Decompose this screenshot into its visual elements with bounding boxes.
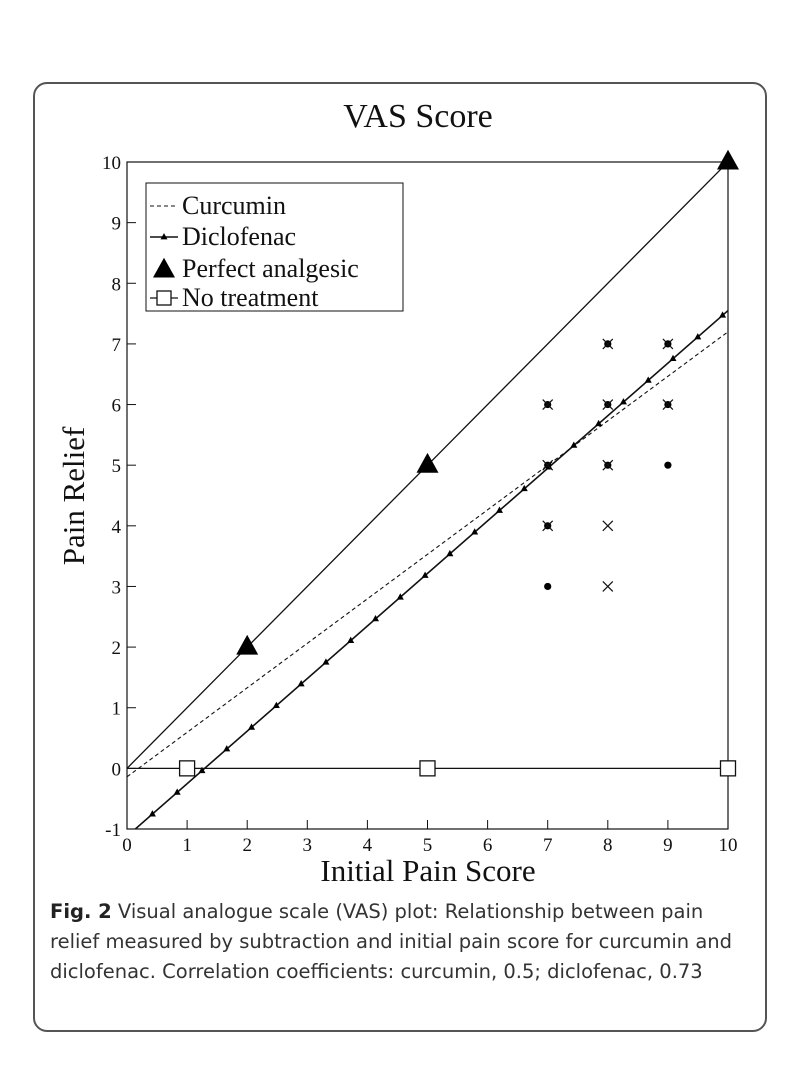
y-tick-label: 1	[112, 699, 122, 720]
diclofenac-marker	[347, 636, 355, 643]
data-point-dot	[664, 461, 672, 469]
x-tick-label: 9	[663, 835, 673, 856]
y-tick-label: 5	[112, 456, 122, 477]
no-treatment-marker	[178, 760, 196, 777]
legend-label: Curcumin	[182, 191, 286, 220]
diclofenac-marker	[148, 810, 156, 817]
data-point-cross	[602, 581, 614, 592]
data-point-cross	[602, 520, 614, 532]
legend-marker-no-treatment	[156, 290, 172, 306]
data-point-cross	[542, 399, 554, 410]
diclofenac-marker	[570, 441, 578, 448]
x-tick-label: 0	[122, 835, 132, 856]
diclofenac-marker	[446, 549, 454, 557]
legend-label: Perfect analgesic	[182, 254, 359, 283]
data-point-cross	[542, 520, 554, 532]
chart-title: VAS Score	[343, 98, 493, 135]
diclofenac-marker	[372, 614, 380, 622]
series-layer	[127, 149, 739, 829]
diclofenac-marker	[644, 376, 652, 383]
caption-text: Visual analogue scale (VAS) plot: Relati…	[50, 900, 733, 983]
y-tick-label: 0	[112, 759, 122, 780]
x-tick-label: 5	[423, 835, 433, 856]
x-tick-label: 10	[719, 835, 738, 856]
no-treatment-marker	[419, 760, 436, 777]
diclofenac-marker	[694, 333, 702, 340]
y-tick-label: 2	[112, 638, 122, 659]
diclofenac-marker	[223, 745, 231, 752]
diclofenac-marker	[669, 354, 677, 362]
data-point-cross	[662, 338, 674, 350]
legend-marker-perfect-analgesic	[153, 257, 175, 278]
scatter-layer	[542, 338, 674, 592]
x-tick-label: 4	[363, 835, 373, 856]
diclofenac-marker	[595, 419, 603, 427]
data-point-cross	[542, 459, 554, 471]
y-axis-label: Pain Relief	[56, 426, 91, 565]
diclofenac-marker	[619, 398, 627, 405]
legend-box	[145, 182, 404, 312]
figure-caption: Fig. 2 Visual analogue scale (VAS) plot:…	[50, 897, 750, 987]
perfect-analgesic-marker	[717, 149, 739, 170]
diclofenac-marker	[248, 723, 256, 730]
y-tick-label: 8	[112, 274, 122, 295]
y-tick-label: 3	[112, 577, 122, 598]
x-tick-label: 7	[543, 835, 553, 856]
series-line-perfect-analgesic	[127, 162, 728, 769]
x-tick-label: 3	[303, 835, 313, 856]
y-tick-label: 7	[112, 335, 122, 356]
x-tick-label: 6	[483, 835, 493, 856]
diclofenac-marker	[396, 593, 404, 600]
data-point-dot	[544, 582, 552, 591]
data-point-cross	[602, 338, 614, 350]
diclofenac-marker	[297, 680, 305, 687]
perfect-analgesic-marker	[416, 452, 439, 473]
diclofenac-marker	[471, 528, 479, 535]
series-line-curcumin	[127, 331, 728, 778]
caption-label: Fig. 2	[50, 900, 112, 923]
y-tick-label: -1	[105, 820, 121, 841]
legend-label: Diclofenac	[182, 222, 296, 251]
legend-label: No treatment	[182, 283, 319, 312]
diclofenac-marker	[322, 658, 330, 665]
x-tick-label: 2	[242, 835, 252, 856]
y-tick-label: 6	[112, 396, 122, 417]
y-axis: -1 0 1 2 3 4 5 6 7 8 9 10	[102, 153, 136, 841]
diclofenac-marker	[173, 788, 181, 795]
x-axis: 0 1 2 3 4 5 6 7 8 9 10	[122, 820, 738, 856]
diclofenac-marker	[421, 571, 429, 578]
y-tick-label: 10	[102, 153, 121, 174]
x-axis-label: Initial Pain Score	[320, 853, 535, 888]
no-treatment-marker	[719, 760, 737, 777]
diclofenac-marker	[520, 484, 528, 492]
diclofenac-marker	[198, 766, 206, 774]
diclofenac-marker	[272, 701, 280, 709]
data-point-cross	[602, 399, 614, 410]
data-point-cross	[662, 399, 674, 410]
legend-marker-diclofenac-triangle	[160, 233, 168, 240]
diclofenac-marker	[719, 311, 727, 318]
diclofenac-marker	[495, 506, 503, 513]
x-tick-label: 1	[182, 835, 192, 856]
x-tick-label: 8	[603, 835, 613, 856]
y-tick-label: 4	[112, 517, 122, 538]
series-line-diclofenac	[134, 309, 728, 829]
perfect-analgesic-marker	[236, 634, 259, 655]
data-point-cross	[602, 459, 614, 471]
y-tick-label: 9	[112, 214, 122, 235]
